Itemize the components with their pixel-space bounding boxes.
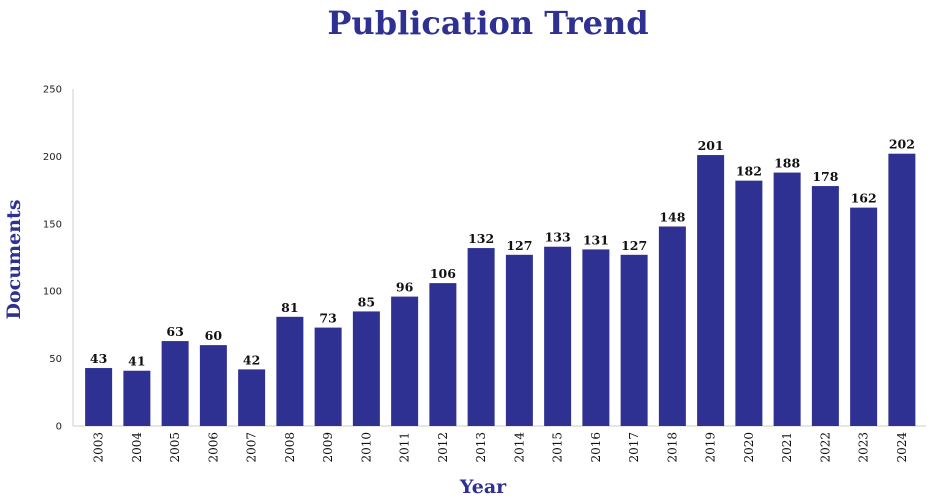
x-ticks: 2003 2004 2005 2006 2007 2008 2009 2010 2011 2012…	[92, 432, 909, 463]
data-label: 127	[506, 238, 532, 253]
x-tick-label: 2009	[321, 432, 335, 463]
bar	[697, 155, 725, 426]
y-tick-label: 200	[43, 152, 62, 163]
data-label: 60	[205, 328, 223, 343]
data-label: 182	[736, 164, 762, 179]
bar	[314, 327, 342, 426]
data-label: 81	[281, 300, 298, 315]
data-label: 85	[358, 294, 375, 309]
y-ticks: 0 50 100 150 200 250	[43, 85, 62, 433]
x-tick-label: 2011	[398, 432, 412, 463]
data-label: 63	[166, 324, 183, 339]
data-label: 106	[430, 266, 456, 281]
bar	[276, 316, 304, 426]
x-tick-label: 2012	[436, 432, 450, 463]
x-tick-label: 2013	[474, 432, 488, 463]
bar	[467, 248, 495, 426]
x-tick-label: 2003	[92, 432, 106, 463]
bar	[238, 369, 266, 426]
y-axis-title: Documents	[3, 199, 25, 319]
bar	[85, 368, 113, 426]
x-tick-label: 2019	[704, 432, 718, 463]
data-label: 201	[698, 138, 724, 153]
x-tick-label: 2008	[283, 432, 297, 463]
y-tick-label: 250	[43, 85, 62, 96]
data-label: 178	[812, 169, 838, 184]
bar	[582, 249, 610, 426]
x-tick-label: 2024	[895, 432, 909, 463]
data-label: 42	[243, 352, 260, 367]
data-label: 132	[468, 231, 494, 246]
bar	[505, 254, 533, 426]
bar	[161, 341, 189, 426]
x-tick-label: 2005	[168, 432, 182, 463]
bar	[123, 370, 151, 426]
x-tick-label: 2022	[818, 432, 832, 463]
data-labels: 43 41 63 60 42 81 73 85 96 106 132 127 133 131 127 148 2…	[90, 137, 915, 369]
x-tick-label: 2007	[245, 432, 259, 463]
x-tick-label: 2010	[359, 432, 373, 463]
bar	[352, 311, 380, 426]
data-label: 162	[851, 191, 877, 206]
data-label: 133	[545, 230, 571, 245]
y-tick-label: 150	[43, 219, 62, 230]
x-tick-label: 2006	[206, 432, 220, 463]
bar	[811, 186, 839, 426]
data-label: 131	[583, 232, 609, 247]
bar	[544, 246, 572, 426]
bar	[850, 207, 878, 426]
x-tick-label: 2014	[512, 432, 526, 463]
data-label: 96	[396, 280, 414, 295]
bar	[620, 254, 648, 426]
data-label: 188	[774, 156, 800, 171]
x-tick-label: 2020	[742, 432, 756, 463]
y-tick-label: 0	[56, 422, 62, 433]
bar	[391, 296, 419, 426]
data-label: 73	[319, 311, 336, 326]
data-label: 43	[90, 351, 107, 366]
x-tick-label: 2017	[627, 432, 641, 463]
x-tick-label: 2023	[857, 432, 871, 463]
chart-title: Publication Trend	[327, 4, 648, 42]
x-tick-label: 2004	[130, 432, 144, 463]
x-tick-label: 2016	[589, 432, 603, 463]
x-tick-label: 2015	[551, 432, 565, 463]
y-tick-label: 50	[49, 354, 62, 365]
data-label: 41	[128, 354, 145, 369]
bar	[888, 153, 916, 427]
x-tick-label: 2018	[665, 432, 679, 463]
data-label: 202	[889, 137, 915, 152]
bar	[199, 345, 227, 426]
bars	[85, 153, 916, 427]
bar	[429, 283, 457, 426]
x-axis-title: Year	[459, 476, 507, 498]
bar	[735, 180, 763, 426]
x-tick-label: 2021	[780, 432, 794, 463]
bar	[773, 172, 801, 426]
data-label: 148	[659, 209, 685, 224]
bar	[658, 226, 686, 426]
data-label: 127	[621, 238, 647, 253]
y-tick-label: 100	[43, 287, 62, 298]
